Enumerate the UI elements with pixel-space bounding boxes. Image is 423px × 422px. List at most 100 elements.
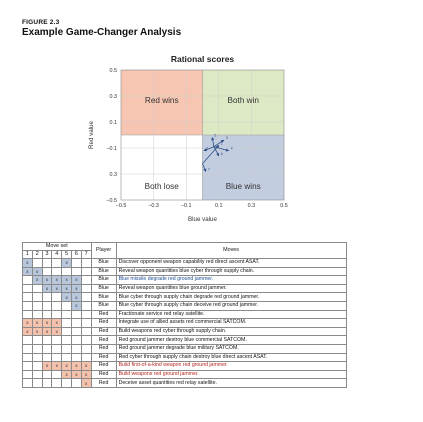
move-set-column-7: 7: [80, 249, 92, 260]
move-set-cell: x: [80, 378, 92, 388]
x-tick-label: 0.5: [280, 203, 288, 209]
move-set-cell: [61, 266, 72, 277]
move-set-cell: x: [61, 361, 72, 371]
move-set-cell: [22, 335, 33, 346]
arrow-label: 7: [208, 167, 210, 171]
player-header: Player: [90, 241, 117, 260]
move-set-cell: [61, 378, 72, 388]
quadrant-2: [202, 70, 284, 135]
move-set-cell: x: [51, 275, 63, 285]
move-set-cell: [61, 352, 72, 363]
move-set-cell: [61, 344, 72, 354]
move-cell: Blue missile degrade red ground jammer.: [115, 275, 347, 285]
player-cell: Red: [90, 344, 117, 354]
move-set-cell: [70, 318, 82, 328]
move-cell: Build first-of-a-kind weapon red ground …: [115, 361, 347, 371]
player-cell: Red: [90, 326, 117, 337]
move-cell: Red ground jammer destroy blue commercia…: [115, 335, 347, 346]
move-set-cell: [61, 309, 72, 320]
move-cell: Build weapons red ground jammer.: [115, 369, 347, 380]
move-set-cell: [51, 292, 63, 303]
move-set-cell: x: [22, 266, 33, 277]
move-set-cell: [80, 318, 92, 328]
table-row: x Red Deceive asset quantities red relay s…: [22, 378, 347, 388]
move-set-cell: [41, 335, 53, 346]
move-set-cell: x: [31, 275, 43, 285]
move-set-cell: [31, 292, 43, 303]
move-set-cell: [22, 361, 33, 371]
arrow-label: 5: [206, 147, 208, 151]
move-set-cell: [31, 378, 43, 388]
move-set-cell: x: [51, 318, 63, 328]
move-set-header: Move set: [22, 242, 92, 251]
move-set-cell: x: [41, 326, 53, 337]
x-tick-label: −0.1: [181, 203, 192, 209]
y-tick-label: −0.5: [106, 198, 117, 204]
move-set-cell: x: [31, 318, 43, 328]
quadrant-label: Blue wins: [226, 182, 261, 191]
move-cell: Build weapons red cyber through supply c…: [115, 326, 347, 337]
move-set-cell: [80, 283, 92, 294]
move-set-cell: [41, 309, 53, 320]
move-set-cell: [22, 292, 33, 303]
score-arrow: [202, 163, 207, 172]
move-set-cell: [31, 335, 43, 346]
move-set-cell: [51, 335, 63, 346]
move-set-cell: [80, 292, 92, 303]
move-set-cell: x: [70, 283, 82, 294]
move-set-cell: [51, 369, 63, 380]
move-set-cell: x: [22, 258, 33, 268]
move-cell: Deceive asset quantities red relay satel…: [115, 378, 347, 388]
move-set-cell: x: [51, 283, 63, 294]
move-set-cell: [51, 258, 63, 268]
move-set-cell: [41, 258, 53, 268]
x-tick-label: −0.5: [116, 203, 127, 209]
table-row: x x Blue Blue cyber through supply chain de…: [22, 292, 347, 303]
move-set-column-2: 2: [31, 249, 43, 260]
quadrant-label: Both win: [228, 96, 260, 105]
move-set-column-4: 4: [51, 249, 63, 260]
move-set-cell: x: [61, 258, 72, 268]
table-row: x x x x x Blue Blue missile degrade red ground…: [22, 275, 347, 285]
move-set-cell: [80, 266, 92, 277]
move-set-cell: [31, 369, 43, 380]
table-row: x x Blue Reveal weapon quantities blue cybe…: [22, 266, 347, 277]
player-cell: Blue: [90, 292, 117, 303]
table-row: Red Red cyber through supply chain destro…: [22, 352, 347, 363]
table-row: x x x x x Red Build first-of-a-kind weapon red…: [22, 361, 347, 371]
player-cell: Blue: [90, 283, 117, 294]
y-tick-label: 0.5: [110, 68, 118, 74]
move-set-column-1: 1: [22, 249, 33, 260]
player-cell: Red: [90, 318, 117, 328]
x-tick-label: 0.1: [215, 203, 223, 209]
quadrant-1: [121, 70, 203, 135]
quadrant-label: Both lose: [145, 182, 180, 191]
move-set-cell: [70, 326, 82, 337]
move-set-cell: [61, 301, 72, 311]
move-set-cell: [70, 309, 82, 320]
move-set-cell: x: [41, 283, 53, 294]
score-arrow: [202, 144, 220, 164]
player-cell: Blue: [90, 301, 117, 311]
move-set-column-5: 5: [61, 249, 72, 260]
move-cell: Reveal weapon quantities blue ground jam…: [115, 283, 347, 294]
move-set-cell: [22, 283, 33, 294]
move-set-cell: [70, 344, 82, 354]
move-set-cell: [80, 344, 92, 354]
move-set-cell: x: [41, 361, 53, 371]
move-set-cell: [31, 344, 43, 354]
move-set-cell: [22, 301, 33, 311]
move-set-cell: [51, 301, 63, 311]
x-tick-label: 0.3: [248, 203, 256, 209]
move-set-cell: [80, 309, 92, 320]
move-set-cell: x: [22, 326, 33, 337]
move-set-column-3: 3: [41, 249, 53, 260]
player-cell: Red: [90, 361, 117, 371]
move-set-cell: [41, 352, 53, 363]
move-set-cell: x: [70, 361, 82, 371]
move-set-cell: x: [70, 275, 82, 285]
x-axis-label: Blue value: [188, 216, 217, 223]
table-row: Red Red ground jammer destroy blue commer…: [22, 335, 347, 346]
move-set-cell: x: [41, 318, 53, 328]
plot-frame: [120, 69, 285, 201]
